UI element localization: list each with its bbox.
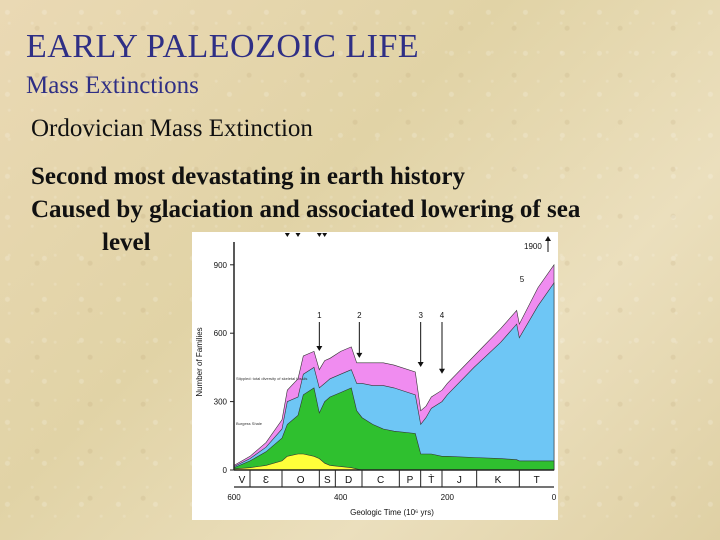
event-number: 1 — [317, 311, 322, 320]
period-label: Ɛ — [263, 475, 269, 486]
period-label: J — [457, 475, 462, 486]
event-number: 5 — [520, 275, 525, 284]
chart-axes — [233, 242, 554, 488]
period-label: P — [407, 475, 414, 486]
top-annotation-value: 1900 — [524, 242, 542, 251]
y-tick-label: 600 — [214, 329, 228, 338]
x-tick-label: 400 — [334, 493, 348, 502]
event-arrowhead-icon — [439, 368, 445, 374]
y-axis-label: Number of Families — [195, 327, 204, 396]
bullet-line-2: Caused by glaciation and associated lowe… — [31, 196, 581, 223]
y-ticks: 0 300 600 900 — [214, 261, 234, 475]
slide-subtitle: Mass Extinctions — [26, 72, 199, 99]
bullet-line-1: Second most devastating in earth history — [31, 163, 466, 190]
extinction-chart: 0 300 600 900 600 400 200 0 V Ɛ O S D C P T̀ J K T 1 2 3 4 5… — [192, 232, 558, 520]
y-tick-label: 900 — [214, 261, 228, 270]
x-ticks: 600 400 200 0 — [227, 493, 556, 502]
period-labels: V Ɛ O S D C P T̀ J K T — [239, 470, 540, 487]
x-tick-label: 200 — [441, 493, 455, 502]
period-label: O — [297, 475, 305, 486]
x-tick-label: 0 — [552, 493, 557, 502]
event-number: 3 — [418, 311, 423, 320]
top-event-arrow-icon — [295, 233, 301, 237]
slide-heading: Ordovician Mass Extinction — [31, 115, 313, 142]
top-event-arrow-icon — [322, 233, 328, 237]
slide-title: EARLY PALEOZOIC LIFE — [26, 28, 420, 65]
event-markers: 1 2 3 4 5 — [284, 233, 525, 374]
top-event-arrow-icon — [316, 233, 322, 237]
event-arrowhead-icon — [356, 352, 363, 358]
green-area — [233, 387, 555, 471]
period-label: T — [534, 475, 540, 486]
burgess-shale-label: Burgess Shale — [236, 421, 263, 426]
bullet-line-3: level — [102, 229, 151, 256]
y-tick-label: 0 — [223, 466, 228, 475]
period-label: C — [377, 475, 384, 486]
area-layers — [233, 263, 555, 471]
skeletal-fossils-note: Stippled: total diversity of skeletal fo… — [236, 376, 307, 381]
period-label: K — [495, 475, 502, 486]
event-arrowhead-icon — [417, 361, 424, 367]
event-number: 2 — [357, 311, 362, 320]
x-axis-label: Geologic Time (10⁶ yrs) — [350, 508, 434, 517]
top-event-arrow-icon — [284, 233, 290, 237]
period-label: D — [345, 475, 352, 486]
y-tick-label: 300 — [214, 398, 228, 407]
top-annotation: 1900 — [524, 236, 551, 252]
x-tick-label: 600 — [227, 493, 241, 502]
period-label: V — [239, 475, 246, 486]
period-label: T̀ — [428, 473, 434, 486]
period-label: S — [324, 475, 331, 486]
top-arrowhead-icon — [545, 236, 551, 241]
event-number: 4 — [440, 311, 445, 320]
event-arrowhead-icon — [316, 346, 323, 351]
